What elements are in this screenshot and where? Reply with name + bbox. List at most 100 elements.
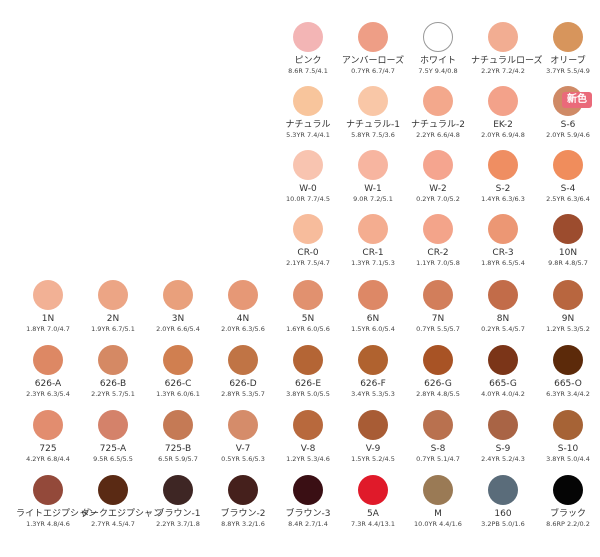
swatch-munsell-code: 3.2PB 5.0/1.6: [481, 520, 525, 528]
swatch-item: ブラウン-1 2.2YR 3.7/1.8: [146, 475, 210, 541]
swatch-color-circle: [33, 410, 63, 440]
swatch-item: オリーブ 3.7YR 5.5/4.9: [536, 22, 600, 88]
swatch-name: S-2: [495, 184, 511, 194]
swatch-color-circle: [358, 280, 388, 310]
swatch-name: 626-F: [360, 379, 386, 389]
swatch-munsell-code: 0.5YR 5.6/5.3: [221, 455, 265, 463]
swatch-name: W-0: [299, 184, 317, 194]
swatch-color-circle: [98, 410, 128, 440]
swatch-name: ダークエジプシャン: [81, 509, 163, 519]
swatch-item: EK-2 2.0YR 6.9/4.8: [471, 86, 535, 152]
swatch-munsell-code: 1.6YR 6.0/5.6: [286, 325, 330, 333]
swatch-color-circle: [423, 150, 453, 180]
swatch-color-circle: [488, 280, 518, 310]
swatch-munsell-code: 5.8YR 7.5/3.6: [351, 131, 395, 139]
swatch-color-circle: [98, 280, 128, 310]
swatch-item: 8N 0.2YR 5.4/5.7: [471, 280, 535, 346]
swatch-munsell-code: 2.0YR 6.6/5.4: [156, 325, 200, 333]
swatch-color-circle: [423, 345, 453, 375]
swatch-item: 725 4.2YR 6.8/4.4: [16, 410, 80, 476]
swatch-name: ブラック: [549, 509, 586, 519]
swatch-color-circle: [358, 22, 388, 52]
swatch-name: M: [434, 509, 442, 519]
swatch-color-circle: [293, 410, 323, 440]
swatch-item: V-9 1.5YR 5.2/4.5: [341, 410, 405, 476]
swatch-munsell-code: 9.5R 6.5/5.5: [93, 455, 133, 463]
swatch-name: 3N: [171, 314, 185, 324]
swatch-color-circle: [163, 280, 193, 310]
swatch-name: CR-2: [427, 248, 449, 258]
swatch-munsell-code: 2.0YR 5.9/4.6: [546, 131, 590, 139]
swatch-munsell-code: 3.8YR 5.0/5.5: [286, 390, 330, 398]
swatch-name: V-8: [300, 444, 316, 454]
swatch-munsell-code: 4.0YR 4.0/4.2: [481, 390, 525, 398]
swatch-name: V-7: [235, 444, 251, 454]
swatch-color-circle: [553, 22, 583, 52]
swatch-name: ブラウン-3: [285, 509, 331, 519]
swatch-munsell-code: 2.0YR 6.9/4.8: [481, 131, 525, 139]
swatch-munsell-code: 2.2YR 7.2/4.2: [481, 67, 525, 75]
swatch-item: 725-B 6.5R 5.9/5.7: [146, 410, 210, 476]
swatch-name: 626-E: [294, 379, 322, 389]
swatch-item: W-1 9.0R 7.2/5.1: [341, 150, 405, 216]
swatch-munsell-code: 1.2YR 5.3/4.6: [286, 455, 330, 463]
swatch-item: S-2 1.4YR 6.3/6.3: [471, 150, 535, 216]
swatch-name: 626-G: [424, 379, 452, 389]
swatch-color-circle: [553, 150, 583, 180]
swatch-item: 1N 1.8YR 7.0/4.7: [16, 280, 80, 346]
swatch-munsell-code: 0.2YR 7.0/5.2: [416, 195, 460, 203]
swatch-item: W-2 0.2YR 7.0/5.2: [406, 150, 470, 216]
swatch-item: 9N 1.2YR 5.3/5.2: [536, 280, 600, 346]
swatch-item: CR-3 1.8YR 6.5/5.4: [471, 214, 535, 280]
swatch-munsell-code: 0.7YR 6.7/4.7: [351, 67, 395, 75]
swatch-color-circle: [358, 86, 388, 116]
swatch-item: 7N 0.7YR 5.5/5.7: [406, 280, 470, 346]
swatch-color-circle: [358, 475, 388, 505]
swatch-color-circle: [228, 410, 258, 440]
swatch-item: S-4 2.5YR 6.3/6.4: [536, 150, 600, 216]
swatch-name: CR-1: [362, 248, 384, 258]
swatch-munsell-code: 8.4R 2.7/1.4: [288, 520, 328, 528]
swatch-color-circle: [163, 345, 193, 375]
swatch-item: ブラック 8.6RP 2.2/0.2: [536, 475, 600, 541]
swatch-munsell-code: 8.8YR 3.2/1.6: [221, 520, 265, 528]
swatch-munsell-code: 1.1YR 7.0/5.8: [416, 259, 460, 267]
swatch-name: 6N: [366, 314, 380, 324]
swatch-munsell-code: 2.2YR 6.6/4.8: [416, 131, 460, 139]
swatch-name: 665-O: [554, 379, 582, 389]
swatch-item: ライトエジプシャン 1.3YR 4.8/4.6: [16, 475, 98, 541]
swatch-munsell-code: 9.8R 4.8/5.7: [548, 259, 588, 267]
swatch-munsell-code: 1.5YR 6.0/5.4: [351, 325, 395, 333]
swatch-item: 665-O 6.3YR 3.4/4.2: [536, 345, 600, 411]
swatch-name: 626-C: [164, 379, 192, 389]
swatch-munsell-code: 1.8YR 7.0/4.7: [26, 325, 70, 333]
swatch-item: 725-A 9.5R 6.5/5.5: [81, 410, 145, 476]
swatch-name: 5N: [301, 314, 315, 324]
swatch-munsell-code: 1.9YR 6.7/5.1: [91, 325, 135, 333]
swatch-munsell-code: 8.6RP 2.2/0.2: [546, 520, 590, 528]
swatch-color-circle: [423, 86, 453, 116]
swatch-munsell-code: 0.2YR 5.4/5.7: [481, 325, 525, 333]
swatch-name: S-6: [560, 120, 576, 130]
swatch-item: 2N 1.9YR 6.7/5.1: [81, 280, 145, 346]
swatch-item: S-10 3.8YR 5.0/4.4: [536, 410, 600, 476]
swatch-name: ライトエジプシャン: [16, 509, 98, 519]
swatch-name: W-2: [429, 184, 447, 194]
swatch-name: S-8: [430, 444, 446, 454]
swatch-item: 626-B 2.2YR 5.7/5.1: [81, 345, 145, 411]
swatch-name: CR-0: [297, 248, 319, 258]
swatch-color-circle: [423, 410, 453, 440]
swatch-item: ナチュラル-1 5.8YR 7.5/3.6: [341, 86, 405, 152]
swatch-munsell-code: 4.2YR 6.8/4.4: [26, 455, 70, 463]
swatch-color-circle: [163, 410, 193, 440]
swatch-item: 5A 7.3R 4.4/13.1: [341, 475, 405, 541]
swatch-color-circle: [553, 214, 583, 244]
swatch-color-circle: [98, 475, 128, 505]
swatch-item: V-8 1.2YR 5.3/4.6: [276, 410, 340, 476]
swatch-name: 4N: [236, 314, 250, 324]
swatch-color-circle: [423, 214, 453, 244]
swatch-munsell-code: 2.2YR 3.7/1.8: [156, 520, 200, 528]
swatch-name: 10N: [558, 248, 578, 258]
swatch-item: アンバーローズ 0.7YR 6.7/4.7: [341, 22, 405, 88]
